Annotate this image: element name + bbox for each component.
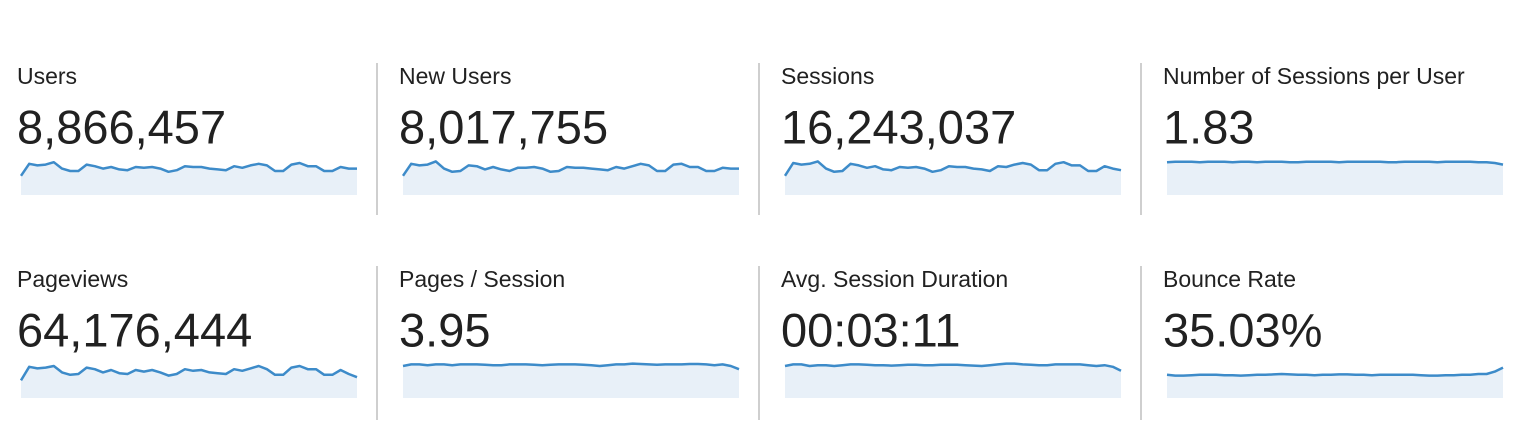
metric-label: Pageviews [17, 266, 128, 292]
metric-label: Avg. Session Duration [781, 266, 1008, 292]
metric-label: New Users [399, 63, 511, 89]
metric-value: 8,866,457 [17, 100, 226, 153]
metric-value: 35.03% [1163, 303, 1322, 356]
sparkline-area [785, 363, 1121, 398]
sparkline-area [1167, 161, 1503, 195]
metric-value: 3.95 [399, 303, 490, 356]
sparkline [402, 362, 740, 371]
metric-value: 16,243,037 [781, 100, 1016, 153]
sparkline [19, 364, 358, 382]
metric-value: 64,176,444 [17, 303, 252, 356]
sparkline-area [1167, 367, 1503, 398]
metric-label: Number of Sessions per User [1163, 63, 1465, 89]
sparkline [784, 362, 1122, 372]
metric-label: Users [17, 63, 77, 89]
metric-label: Bounce Rate [1163, 266, 1296, 292]
sparkline-area [403, 363, 739, 398]
metric-label: Sessions [781, 63, 874, 89]
sparkline [1166, 366, 1504, 377]
sparkline [401, 160, 739, 177]
metric-label: Pages / Session [399, 266, 565, 292]
sparkline [1166, 160, 1504, 166]
sparkline [19, 160, 357, 177]
metric-value: 00:03:11 [781, 303, 960, 356]
metric-value: 1.83 [1163, 100, 1254, 153]
sparkline [783, 160, 1122, 177]
metric-value: 8,017,755 [399, 100, 608, 153]
